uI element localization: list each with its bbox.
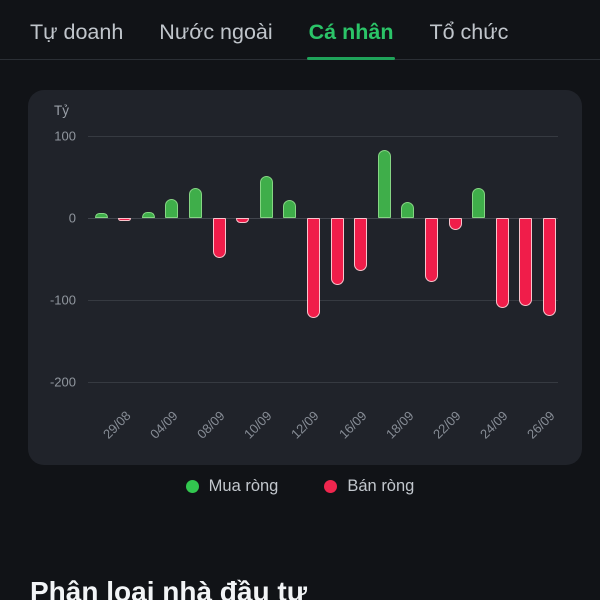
x-tick-label-08-09: 08/09 (193, 408, 228, 442)
buy-dot-icon (185, 480, 199, 493)
net-trading-chart-card: Tỷ 100 0 -100 -200 29/08 04/09 08/09 10/09 12/09… (28, 90, 582, 465)
tab-nuoc-ngoai[interactable]: Nước ngoài (159, 20, 273, 45)
investor-type-tabbar: Tự doanh Nước ngoài Cá nhân Tổ chức (0, 0, 600, 60)
bar-sell-6[interactable] (236, 218, 250, 223)
bar-buy-2[interactable] (141, 212, 155, 218)
bar-buy-7[interactable] (259, 175, 273, 218)
bar-sell-15[interactable] (448, 218, 462, 231)
x-tick-label-26-09: 26/09 (524, 408, 558, 442)
tab-tu-doanh[interactable]: Tự doanh (30, 20, 124, 45)
x-tick-label-22-09: 22/09 (429, 408, 464, 442)
bar-buy-4[interactable] (188, 187, 202, 218)
legend-label-ban-rong: Bán ròng (347, 477, 415, 495)
sell-dot-icon (324, 480, 338, 493)
bar-sell-19[interactable] (542, 218, 556, 317)
bar-buy-16[interactable] (472, 187, 486, 218)
y-tick-label: -200 (49, 374, 76, 390)
y-axis-unit-label: Tỷ (54, 103, 69, 118)
y-tick-label: 0 (68, 210, 76, 226)
plot-area: 100 0 -100 -200 29/08 04/09 08/09 10/09 12/09 16/… (28, 90, 582, 465)
x-tick-label-18-09: 18/09 (382, 408, 417, 442)
tab-to-chuc[interactable]: Tổ chức (429, 20, 509, 45)
bar-sell-17[interactable] (495, 218, 509, 308)
bar-sell-9[interactable] (306, 218, 320, 318)
chart-legend: Mua ròng Bán ròng (0, 477, 600, 496)
bar-buy-0[interactable] (94, 213, 108, 218)
y-tick-label: -100 (49, 292, 76, 308)
legend-label-mua-rong: Mua ròng (208, 477, 279, 495)
gridline-y--100 (88, 299, 558, 301)
x-tick-label-04-09: 04/09 (146, 408, 181, 442)
bar-sell-1[interactable] (118, 218, 132, 222)
gridline-y-0 (88, 218, 558, 219)
x-tick-label-29-08: 29/08 (99, 408, 134, 442)
x-tick-label-24-09: 24/09 (477, 408, 511, 442)
legend-item-mua-rong[interactable]: Mua ròng (185, 477, 279, 496)
x-tick-label-10-09: 10/09 (241, 408, 275, 442)
bar-sell-14[interactable] (424, 218, 438, 282)
section-heading-phan-loai: Phân loại nhà đầu tư (30, 576, 307, 600)
legend-item-ban-rong[interactable]: Bán ròng (324, 477, 414, 496)
bar-sell-11[interactable] (354, 218, 368, 272)
bar-sell-18[interactable] (519, 218, 533, 307)
gridline-y-100 (88, 136, 558, 138)
x-tick-label-16-09: 16/09 (335, 408, 370, 442)
tab-ca-nhan[interactable]: Cá nhân (306, 20, 396, 60)
bar-buy-12[interactable] (377, 150, 391, 218)
bar-buy-8[interactable] (283, 200, 297, 218)
bar-sell-10[interactable] (330, 218, 344, 286)
y-tick-label: 100 (54, 128, 76, 144)
bar-buy-13[interactable] (401, 201, 415, 218)
x-tick-label-12-09: 12/09 (288, 408, 322, 442)
bar-sell-5[interactable] (212, 218, 226, 259)
gridline-y--200 (88, 381, 558, 383)
bar-buy-3[interactable] (165, 199, 179, 218)
